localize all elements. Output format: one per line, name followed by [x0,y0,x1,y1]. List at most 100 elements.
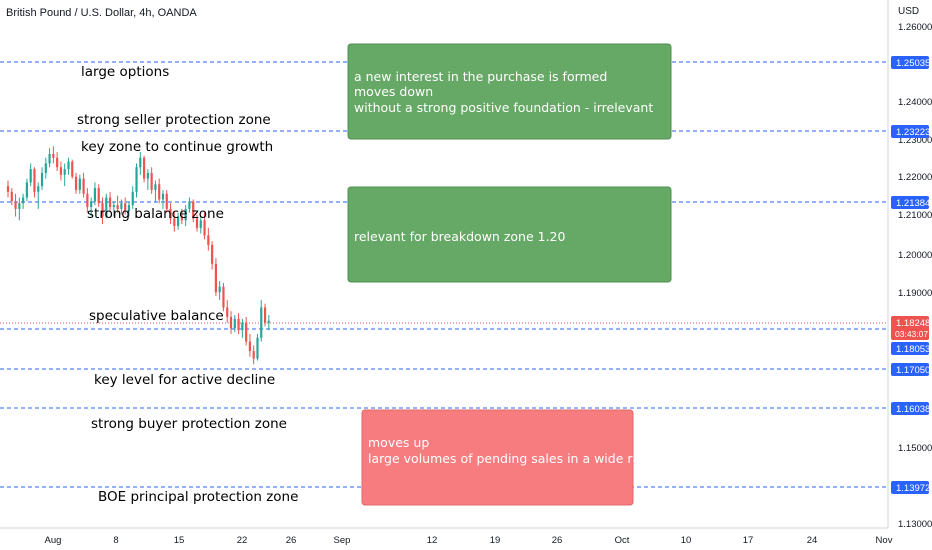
candle[interactable] [6,180,10,198]
candle[interactable] [29,163,32,187]
candle-body [248,341,252,352]
candle[interactable] [97,184,100,208]
candle[interactable] [101,197,104,225]
level-label-speculative: speculative balance [89,308,224,324]
y-tick-label: 1.26000 [898,22,932,33]
candle[interactable] [248,333,252,357]
candle[interactable] [214,258,217,297]
candle[interactable] [256,333,259,361]
y-tick-label: 1.22000 [898,172,932,183]
candle[interactable] [180,208,183,225]
candle-body [97,188,100,204]
candle[interactable] [222,282,225,312]
candle[interactable] [245,316,248,346]
candle[interactable] [173,210,176,232]
candle[interactable] [33,167,36,198]
candle[interactable] [67,157,70,175]
candle[interactable] [127,201,131,217]
candle[interactable] [40,167,44,190]
candle[interactable] [78,174,81,194]
candle[interactable] [71,159,74,179]
candle[interactable] [195,214,199,232]
candle[interactable] [161,189,165,209]
note-box-green-middle[interactable]: relevant for breakdown zone 1.20 [347,186,672,283]
candle[interactable] [56,152,59,172]
candle[interactable] [263,303,267,327]
candle[interactable] [135,163,138,198]
candle[interactable] [188,197,191,213]
candle[interactable] [233,315,236,333]
candle[interactable] [37,182,40,209]
candle[interactable] [44,157,47,179]
price-badge [891,481,929,494]
candle[interactable] [218,280,221,300]
candle[interactable] [131,186,134,209]
candle-body [161,193,165,200]
candle[interactable] [90,197,93,217]
candle[interactable] [260,299,263,342]
candle[interactable] [203,212,206,240]
candle[interactable] [124,197,127,215]
candle[interactable] [226,299,229,323]
x-tick-label: 15 [174,535,185,546]
candle[interactable] [229,311,233,334]
candle[interactable] [207,227,210,251]
candle[interactable] [150,167,153,194]
candle[interactable] [10,188,13,206]
candle-body [86,193,89,208]
candle[interactable] [48,148,51,168]
candle-body [120,203,123,209]
candle[interactable] [105,193,108,219]
candle[interactable] [116,195,119,213]
candle[interactable] [169,203,172,225]
candle[interactable] [74,172,78,194]
candle-body [90,201,93,208]
candle[interactable] [82,172,85,198]
candle[interactable] [93,182,97,206]
x-tick-label: 10 [681,535,692,546]
candle-body [108,197,112,208]
candle[interactable] [25,178,28,202]
candle[interactable] [158,178,161,204]
candle-body [203,220,206,236]
candle[interactable] [237,313,240,334]
candle[interactable] [59,161,63,181]
candle[interactable] [154,180,157,202]
candle[interactable] [211,241,214,270]
candle[interactable] [108,191,112,211]
candle-body [10,191,13,202]
candle[interactable] [177,212,180,230]
candle-body [263,307,267,323]
candle[interactable] [165,189,168,213]
time-axis[interactable]: Aug 8 15 22 26 Sep 12 19 26 Oct 10 17 24… [45,535,893,546]
candle-body [177,216,180,226]
candle[interactable] [139,152,142,175]
candle[interactable] [184,205,187,226]
note-box-green-top[interactable]: a new interest in the purchase is formed… [347,43,672,140]
candle[interactable] [146,169,149,190]
candle[interactable] [142,155,146,183]
candle[interactable] [267,315,270,331]
candle[interactable] [192,199,195,223]
candle[interactable] [120,199,123,215]
candle[interactable] [22,193,25,209]
candlestick-series[interactable] [6,146,270,365]
price-axis[interactable]: 1.26000 1.24000 1.23000 1.22000 1.21000 … [898,22,932,530]
candle-body [222,286,225,308]
candle[interactable] [252,345,255,365]
candle[interactable] [112,201,115,217]
candle[interactable] [241,318,244,338]
price-badge-text: 1.23223 [896,127,930,138]
candle-body [158,184,161,200]
candle[interactable] [14,193,17,217]
note-box-red[interactable]: moves up large volumes of pending sales … [361,409,664,506]
candle[interactable] [63,163,66,187]
candle[interactable] [199,216,202,234]
candle-body [78,178,81,190]
x-tick-label: 26 [286,535,297,546]
candle[interactable] [18,197,21,221]
level-label-key-zone-growth: key zone to continue growth [81,139,273,155]
candle[interactable] [86,188,89,213]
candle[interactable] [52,146,55,164]
